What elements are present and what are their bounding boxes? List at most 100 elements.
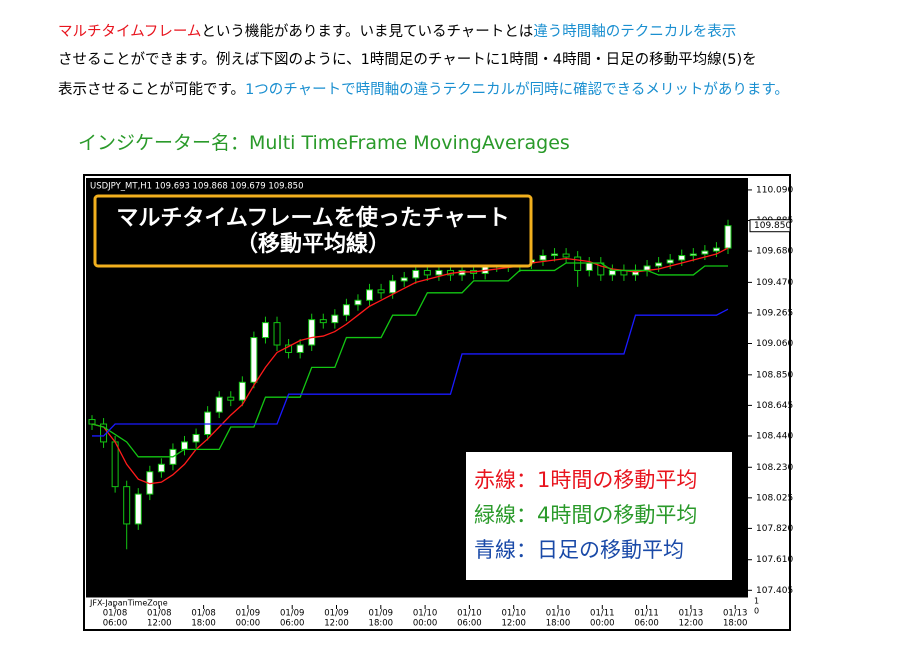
x-tick-label: 00:00 xyxy=(590,619,615,629)
candle-body xyxy=(470,269,478,274)
x-tick-label: 06:00 xyxy=(103,619,128,629)
candle-body xyxy=(516,262,524,267)
candle-body xyxy=(400,277,408,282)
x-tick-label: 01/08 xyxy=(191,609,216,619)
legend-entry: 緑線：4時間の移動平均 xyxy=(474,503,697,527)
candle-body xyxy=(689,253,697,257)
candle-body xyxy=(527,259,535,264)
x-tick-label: 00:00 xyxy=(413,619,438,629)
candle-body xyxy=(342,304,350,316)
candle-body xyxy=(643,265,651,271)
x-tick-label: 12:00 xyxy=(501,619,526,629)
candle-body xyxy=(192,433,200,443)
x-tick-label: 06:00 xyxy=(280,619,305,629)
candle-body xyxy=(678,255,686,261)
chart-footer: JFX-JapanTimeZone xyxy=(89,599,168,608)
y-tick-label: 108.850 xyxy=(756,370,793,380)
candle-body xyxy=(562,253,570,258)
text-segment: マルチタイムフレーム xyxy=(58,24,202,40)
ma-line xyxy=(91,262,728,458)
chart-frame xyxy=(83,174,791,631)
candle-body xyxy=(169,448,177,465)
y-tick-label: 109.680 xyxy=(756,247,793,257)
x-tick-label: 18:00 xyxy=(546,619,571,629)
candle-body xyxy=(285,344,293,353)
y-tick-label: 109.060 xyxy=(756,339,793,349)
y-tick-label: 108.645 xyxy=(756,401,793,411)
candle-body xyxy=(493,262,501,267)
x-tick-label: 12:00 xyxy=(679,619,704,629)
candle-body xyxy=(296,344,304,353)
candle-body xyxy=(100,423,108,443)
candle-body xyxy=(631,269,639,276)
candle-body xyxy=(389,280,397,294)
chart-header: USDJPY_MT,H1 109.693 109.868 109.679 109… xyxy=(90,182,303,192)
y-tick-label: 108.440 xyxy=(756,431,793,441)
x-tick-label: 01/11 xyxy=(590,609,615,619)
x-tick-label: 06:00 xyxy=(457,619,482,629)
x-tick-label: 18:00 xyxy=(191,619,216,629)
candle-body xyxy=(123,486,131,525)
candle-body xyxy=(238,381,246,401)
x-tick-label: 01/10 xyxy=(546,609,571,619)
text-segment: 表示させることが可能です。 xyxy=(58,82,246,98)
candle-body xyxy=(481,265,489,274)
y-tick-label: 107.405 xyxy=(756,586,793,596)
intro-line: させることができます。例えば下図のように、1時間足のチャートに1時間・4時間・日… xyxy=(58,48,757,69)
indicator-name: インジケーター名：Multi TimeFrame MovingAverages xyxy=(78,132,570,154)
candle-body xyxy=(539,255,547,261)
candle-body xyxy=(712,247,720,252)
y-tick-label: 110.090 xyxy=(756,185,793,195)
x-tick-label: 12:00 xyxy=(324,619,349,629)
x-tick-label: 01/11 xyxy=(634,609,659,619)
candle-body xyxy=(181,441,189,450)
title-box xyxy=(93,194,533,268)
legend-box xyxy=(466,452,732,580)
candle-body xyxy=(412,269,420,279)
legend-entry: 赤線：1時間の移動平均 xyxy=(474,468,697,492)
x-tick-label: 01/10 xyxy=(501,609,526,619)
x-tick-label: 00:00 xyxy=(236,619,261,629)
candle-body xyxy=(157,463,165,473)
candle-body xyxy=(585,262,593,271)
price-label: 109.850 xyxy=(754,221,791,231)
candle-body xyxy=(655,262,663,267)
y-tick-label: 109.265 xyxy=(756,308,793,318)
y-tick-label: 107.820 xyxy=(756,524,793,534)
x-tick-label: 01/09 xyxy=(369,609,394,619)
candle-body xyxy=(504,262,512,267)
candle-body xyxy=(204,411,212,435)
candle-body xyxy=(551,253,559,257)
candle-body xyxy=(666,259,674,264)
candle-body xyxy=(134,493,142,525)
x-tick-label: 01/13 xyxy=(723,609,748,619)
candle-body xyxy=(608,269,616,276)
x-tick-label: 18:00 xyxy=(723,619,748,629)
title-line: マルチタイムフレームを使ったチャート xyxy=(116,206,509,231)
candle-body xyxy=(331,314,339,324)
intro-line: マルチタイムフレームという機能があります。いま見ているチャートとは違う時間軸のテ… xyxy=(58,20,736,41)
x-tick-label: 01/09 xyxy=(236,609,261,619)
candle-body xyxy=(446,269,454,276)
candle-body xyxy=(701,250,709,255)
candle-body xyxy=(88,419,96,425)
x-tick-label: 01/08 xyxy=(103,609,128,619)
y-tick-label: 107.610 xyxy=(756,555,793,565)
price-box xyxy=(749,219,791,233)
candle-body xyxy=(377,289,385,294)
x-tick-label: 01/08 xyxy=(147,609,172,619)
candle-body xyxy=(620,269,628,276)
candle-body xyxy=(724,225,732,249)
candle-body xyxy=(423,269,431,276)
x-tick-label: 12:00 xyxy=(147,619,172,629)
sub-scale-label: 1 xyxy=(754,597,759,606)
candle-body xyxy=(354,299,362,306)
candle-body xyxy=(597,262,605,276)
text-segment: 違う時間軸のテクニカルを表示 xyxy=(533,24,737,40)
candle-body xyxy=(308,319,316,346)
candle-body xyxy=(435,269,443,276)
y-tick-label: 109.470 xyxy=(756,278,793,288)
y-tick-label: 108.025 xyxy=(756,493,793,503)
candle-body xyxy=(261,322,269,339)
